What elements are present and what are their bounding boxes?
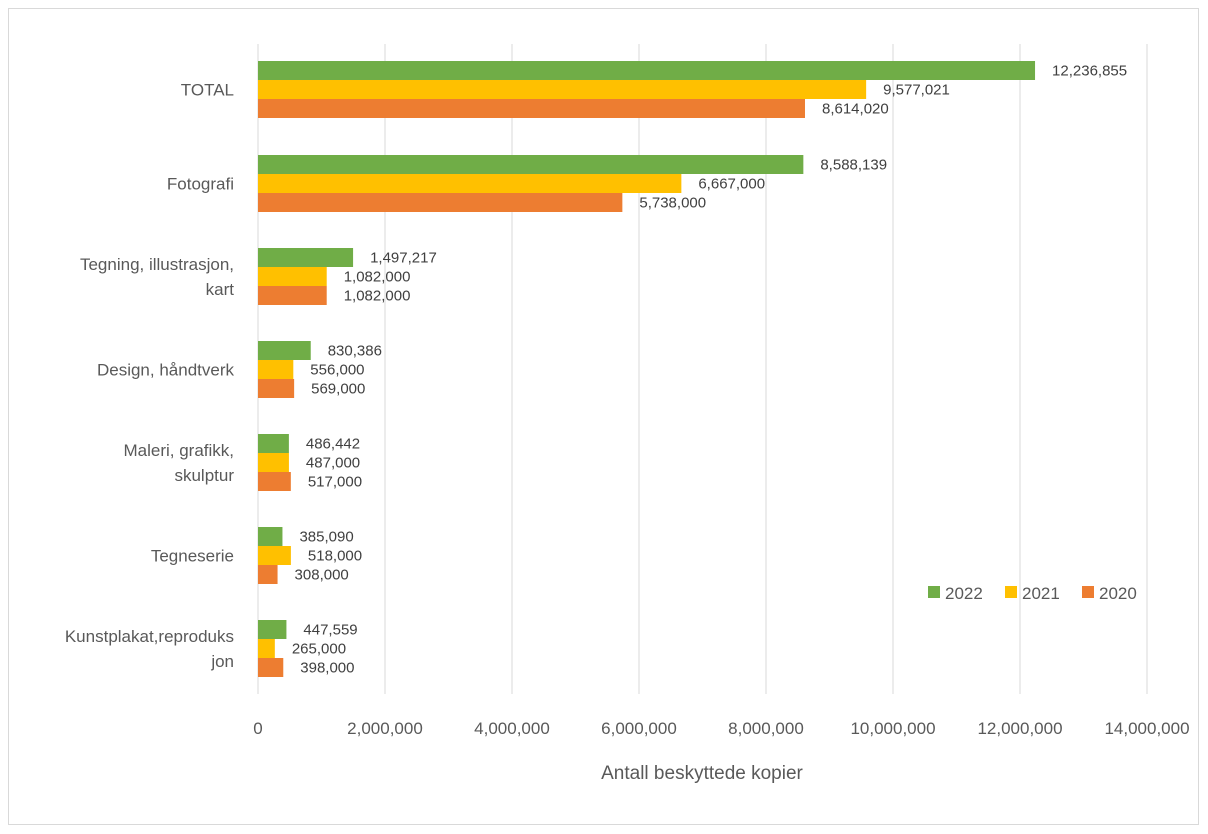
bar-2021-2 bbox=[258, 267, 327, 286]
bar-2022-1 bbox=[258, 155, 804, 174]
legend-swatch-2021 bbox=[1005, 586, 1017, 598]
x-axis-title: Antall beskyttede kopier bbox=[601, 763, 803, 784]
data-label: 517,000 bbox=[308, 474, 362, 491]
bar-2022-5 bbox=[258, 527, 283, 546]
x-tick-label: 0 bbox=[253, 719, 262, 738]
bar-2020-3 bbox=[258, 379, 295, 398]
category-label: Fotografi bbox=[167, 175, 234, 194]
data-label: 830,386 bbox=[328, 343, 382, 360]
legend-label: 2021 bbox=[1022, 584, 1060, 603]
bar-2022-2 bbox=[258, 248, 354, 267]
data-label: 569,000 bbox=[311, 381, 365, 398]
x-tick-label: 8,000,000 bbox=[728, 719, 804, 738]
legend-swatch-2022 bbox=[928, 586, 940, 598]
bar-2020-2 bbox=[258, 286, 327, 305]
bar-2020-1 bbox=[258, 193, 623, 212]
legend-label: 2022 bbox=[945, 584, 983, 603]
category-label: Tegneserie bbox=[151, 547, 234, 566]
bar-2021-4 bbox=[258, 453, 289, 472]
bar-2021-1 bbox=[258, 174, 682, 193]
data-label: 518,000 bbox=[308, 548, 362, 565]
data-label: 265,000 bbox=[292, 641, 346, 658]
bar-2022-4 bbox=[258, 434, 289, 453]
x-tick-label: 2,000,000 bbox=[347, 719, 423, 738]
category-label: Kunstplakat,reproduks bbox=[65, 627, 234, 646]
bar-2022-0 bbox=[258, 61, 1036, 80]
bar-2020-4 bbox=[258, 472, 291, 491]
data-label: 487,000 bbox=[306, 455, 360, 472]
data-label: 398,000 bbox=[300, 660, 354, 677]
data-label: 447,559 bbox=[303, 622, 357, 639]
legend-swatch-2020 bbox=[1082, 586, 1094, 598]
data-label: 8,588,139 bbox=[820, 157, 887, 174]
category-label: skulptur bbox=[174, 466, 234, 485]
bar-2020-5 bbox=[258, 565, 278, 584]
bar-2020-0 bbox=[258, 99, 805, 118]
bar-2021-5 bbox=[258, 546, 291, 565]
data-label: 6,667,000 bbox=[698, 176, 765, 193]
data-label: 1,082,000 bbox=[344, 288, 411, 305]
category-label: TOTAL bbox=[181, 81, 234, 100]
x-tick-label: 4,000,000 bbox=[474, 719, 550, 738]
data-label: 308,000 bbox=[295, 567, 349, 584]
bar-2021-0 bbox=[258, 80, 867, 99]
data-label: 12,236,855 bbox=[1052, 63, 1127, 80]
category-label: kart bbox=[206, 280, 235, 299]
data-label: 1,497,217 bbox=[370, 250, 437, 267]
x-tick-label: 6,000,000 bbox=[601, 719, 677, 738]
bar-2021-6 bbox=[258, 639, 275, 658]
data-label: 5,738,000 bbox=[639, 195, 706, 212]
category-label: Tegning, illustrasjon, bbox=[80, 255, 234, 274]
data-label: 385,090 bbox=[299, 529, 353, 546]
data-label: 1,082,000 bbox=[344, 269, 411, 286]
x-tick-label: 10,000,000 bbox=[850, 719, 935, 738]
bar-2022-3 bbox=[258, 341, 311, 360]
data-label: 8,614,020 bbox=[822, 101, 889, 118]
data-label: 486,442 bbox=[306, 436, 360, 453]
bar-2022-6 bbox=[258, 620, 287, 639]
legend-label: 2020 bbox=[1099, 584, 1137, 603]
chart-frame bbox=[8, 8, 1199, 825]
category-label: Design, håndtverk bbox=[97, 361, 235, 380]
x-tick-label: 14,000,000 bbox=[1104, 719, 1189, 738]
data-label: 556,000 bbox=[310, 362, 364, 379]
bar-2021-3 bbox=[258, 360, 294, 379]
data-label: 9,577,021 bbox=[883, 82, 950, 99]
bar-2020-6 bbox=[258, 658, 284, 677]
category-label: jon bbox=[210, 652, 234, 671]
category-label: Maleri, grafikk, bbox=[123, 441, 234, 460]
x-tick-label: 12,000,000 bbox=[977, 719, 1062, 738]
